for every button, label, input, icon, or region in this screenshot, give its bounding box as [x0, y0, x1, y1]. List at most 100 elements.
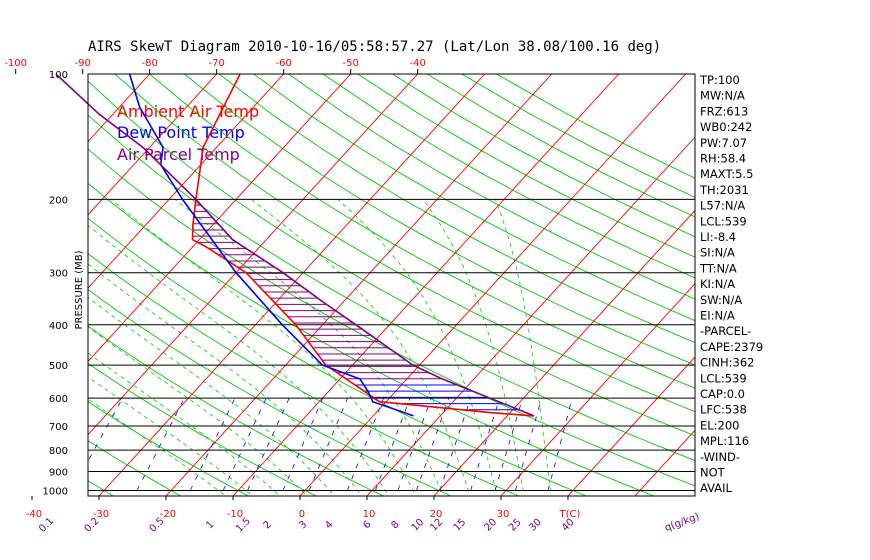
legend-dew-point: Dew Point Temp: [117, 123, 245, 142]
pressure-tick-label: 600: [49, 394, 68, 405]
isotherm-line: [0, 55, 33, 499]
isotherm-line: [433, 209, 695, 496]
mixing-ratio-line: [439, 397, 472, 491]
mixing-ratio-line: [189, 397, 236, 491]
mixing-ratio-line: [308, 397, 348, 491]
mixing-ratio-line: [397, 397, 432, 491]
stats-item: SI:N/A: [700, 246, 735, 260]
mixing-ratio-line: [515, 397, 543, 491]
moist-adiabat-line: [110, 199, 417, 496]
stats-item: AVAIL: [700, 481, 733, 495]
mixing-ratio-line: [247, 397, 290, 491]
top-temp-tick-label: -40: [410, 58, 426, 69]
plot-frame: [87, 73, 696, 497]
isotherm-line: [88, 74, 419, 436]
dry-adiabat-line: [88, 480, 115, 496]
stats-item: PW:7.07: [700, 136, 747, 150]
moist-adiabat-line: [251, 199, 471, 496]
moist-adiabat-line: [88, 263, 363, 496]
stats-item: KI:N/A: [700, 277, 735, 291]
mixing-ratio-line: [136, 397, 185, 491]
bottom-temp-tick-label: T(C): [559, 509, 581, 520]
mixing-ratio-tick-label: 15: [452, 517, 469, 534]
mixing-ratio-line: [494, 397, 523, 491]
mixing-ratio-line: [416, 397, 450, 491]
moist-adiabat-line: [88, 376, 254, 496]
dry-adiabat-line: [0, 74, 51, 499]
pressure-tick-label: 300: [49, 269, 68, 280]
bottom-temp-tick-label: -40: [26, 509, 42, 520]
dew-point-line: [128, 73, 414, 417]
pressure-tick-label: 200: [49, 195, 68, 206]
stats-item: MAXT:5.5: [700, 167, 753, 181]
top-temp-tick-label: -60: [276, 58, 292, 69]
stats-item: EI:N/A: [700, 309, 735, 323]
stats-item: FRZ:613: [700, 104, 748, 118]
moist-adiabat-line: [88, 352, 281, 496]
mixing-ratio-line: [222, 397, 267, 491]
stats-item: LCL:539: [700, 371, 747, 385]
isotherm-line: [88, 74, 218, 216]
mixing-ratio-tick-label: 3: [297, 519, 309, 531]
moist-adiabat-line: [495, 199, 552, 496]
bottom-temp-tick-label: -30: [93, 509, 109, 520]
top-temp-tick-label: -90: [75, 58, 91, 69]
stats-item: WB0:242: [700, 120, 752, 134]
top-temp-tick-label: -80: [142, 58, 158, 69]
stats-item: -PARCEL-: [700, 324, 751, 338]
stats-item: CAPE:2379: [700, 340, 763, 354]
y-axis-label: PRESSURE (MB): [74, 250, 85, 329]
isotherm-line: [88, 74, 352, 363]
moist-adiabat-line: [174, 199, 444, 496]
stats-item: L57:N/A: [700, 199, 745, 213]
mixing-ratio-unit-label: q(g/kg): [663, 511, 701, 534]
dry-adiabat-line: [218, 74, 695, 344]
dry-adiabat-line: [149, 74, 695, 389]
stats-item: TT:N/A: [699, 261, 737, 275]
isotherm-line: [88, 74, 285, 289]
mixing-ratio-tick-label: 30: [527, 517, 544, 534]
moist-adiabat-line: [88, 398, 227, 496]
bottom-temp-tick-label: 20: [430, 509, 443, 520]
bottom-temp-tick-label: 30: [497, 509, 510, 520]
moist-adiabat-line: [422, 199, 525, 496]
pressure-tick-label: 900: [49, 467, 68, 478]
moist-adiabat-line: [88, 224, 390, 496]
mixing-ratio-tick-label: 6: [361, 519, 373, 531]
stats-item: MPL:116: [700, 434, 749, 448]
isotherm-line: [500, 283, 695, 496]
stats-item: TP:100: [699, 73, 740, 87]
mixing-ratio-tick-label: 2: [262, 519, 274, 531]
dry-adiabat-line: [88, 401, 250, 496]
isotherm-line: [299, 74, 687, 496]
top-temp-tick-label: -100: [4, 58, 27, 69]
mixing-ratio-line: [282, 397, 324, 491]
top-temp-tick-label: -50: [343, 58, 359, 69]
bottom-temp-tick-label: -10: [227, 509, 243, 520]
mixing-ratio-line: [375, 397, 411, 491]
dry-adiabat-line: [88, 182, 656, 496]
stats-item: CAP:0.0: [700, 387, 745, 401]
moist-adiabat-line: [337, 199, 498, 496]
moist-adiabat-line: [88, 326, 308, 496]
dry-adiabat-line: [88, 440, 182, 496]
pressure-tick-label: 1000: [43, 487, 68, 498]
mixing-ratio-line: [88, 397, 123, 462]
pressure-tick-label: 800: [49, 446, 68, 457]
isotherm-line: [165, 74, 553, 496]
mixing-ratio-line: [346, 397, 384, 491]
mixing-ratio-line: [547, 397, 573, 491]
dry-adiabat-line: [322, 74, 695, 279]
mixing-ratio-tick-label: 10: [410, 517, 427, 534]
stats-item: TH:2031: [699, 183, 749, 197]
bottom-temp-tick-label: -20: [160, 509, 176, 520]
pressure-tick-label: 500: [49, 361, 68, 372]
dry-adiabat-line: [88, 80, 695, 437]
background-grid: [0, 55, 695, 499]
isotherm-line: [88, 74, 151, 143]
top-temp-tick-label: -70: [209, 58, 225, 69]
bottom-temp-tick-label: 0: [299, 509, 305, 520]
stats-item: EL:200: [700, 418, 740, 432]
mixing-ratio-tick-label: 25: [507, 517, 524, 534]
